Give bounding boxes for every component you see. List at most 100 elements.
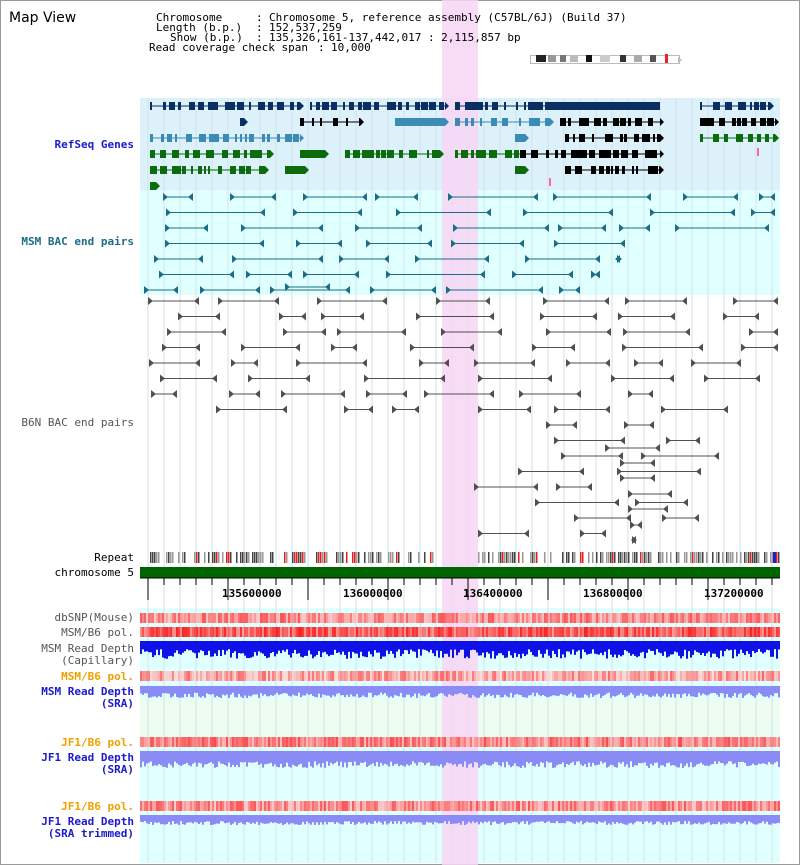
msm-capillary-depth-bar: [522, 641, 524, 654]
jf1-trimmed-depth-bar: [464, 815, 466, 825]
msm-pol-heat-cell: [702, 627, 704, 637]
track-label-msm-depth-capillary[interactable]: MSM Read Depth (Capillary): [41, 642, 134, 667]
msm-bac-pair-end: [198, 255, 203, 263]
msm-capillary-depth-bar: [520, 641, 522, 659]
track-label-refseq[interactable]: RefSeq Genes: [54, 138, 134, 151]
b6n-bac-pair-end: [628, 505, 633, 513]
track-label-jf1-b6-pol[interactable]: JF1/B6 pol.: [61, 736, 134, 749]
msm-sra-depth-bar: [358, 686, 360, 698]
msm-pol-heat-cell: [376, 627, 378, 637]
track-label-msm-b6-pol-2[interactable]: MSM/B6 pol.: [61, 670, 134, 683]
msm-capillary-depth-bar: [222, 641, 224, 650]
msm-sra-depth-bar: [324, 686, 326, 696]
dbsnp-heat-cell: [654, 613, 656, 623]
gene-exon: [175, 134, 177, 142]
msm-pol-heat-cell: [382, 627, 384, 637]
chromosome-ideogram[interactable]: [530, 54, 682, 64]
msm-pol-2-heat-cell: [296, 671, 298, 681]
msm-capillary-depth-bar: [196, 641, 198, 659]
track-label-msm-b6-pol[interactable]: MSM/B6 pol.: [61, 626, 134, 639]
jf1-pol-2-heat-cell: [410, 801, 412, 811]
jf1-pol-2-heat-cell: [392, 801, 394, 811]
msm-sra-depth-bar: [770, 686, 772, 696]
msm-pol-2-heat-cell: [640, 671, 642, 681]
jf1-pol-2-heat-cell: [434, 801, 436, 811]
jf1-pol-heat-cell: [328, 737, 330, 747]
msm-pol-heat-cell: [726, 627, 728, 637]
dbsnp-heat-cell: [184, 613, 186, 623]
msm-pol-2-heat-cell: [434, 671, 436, 681]
msm-capillary-depth-bar: [210, 641, 212, 657]
jf1-trimmed-depth-bar: [670, 815, 672, 825]
dbsnp-heat-cell: [306, 613, 308, 623]
gene-exon: [436, 150, 440, 158]
jf1-pol-2-heat-cell: [176, 801, 178, 811]
track-label-repeat[interactable]: Repeat: [94, 551, 134, 564]
msm-pol-2-heat-cell: [364, 671, 366, 681]
dbsnp-heat-cell: [162, 613, 164, 623]
jf1-sra-depth-bar: [284, 751, 286, 767]
ideogram-position-marker[interactable]: [665, 54, 668, 63]
msm-pol-heat-cell: [680, 627, 682, 637]
jf1-pol-2-heat-cell: [742, 801, 744, 811]
msm-pol-2-heat-cell: [456, 671, 458, 681]
msm-sra-depth-bar: [638, 686, 640, 696]
jf1-sra-depth-bar: [664, 751, 666, 767]
track-label-jf1-b6-pol-2[interactable]: JF1/B6 pol.: [61, 800, 134, 813]
b6n-bac-pair-end: [352, 343, 357, 352]
gene-exon: [771, 118, 774, 126]
msm-pol-2-heat-cell: [548, 671, 550, 681]
jf1-pol-heat-cell: [616, 737, 618, 747]
msm-sra-depth-bar: [430, 686, 432, 698]
jf1-sra-depth-bar: [390, 751, 392, 762]
jf1-pol-heat-cell: [486, 737, 488, 747]
msm-pol-2-heat-cell: [632, 671, 634, 681]
b6n-bac-pair-end: [561, 452, 566, 460]
msm-capillary-depth-bar: [762, 641, 764, 654]
msm-pol-2-heat-cell: [320, 671, 322, 681]
msm-pol-2-heat-cell: [570, 671, 572, 681]
track-label-dbsnp[interactable]: dbSNP(Mouse): [54, 611, 134, 624]
jf1-sra-depth-bar: [558, 751, 560, 765]
jf1-pol-heat-cell: [254, 737, 256, 747]
msm-pol-2-heat-cell: [298, 671, 300, 681]
gene-exon: [359, 118, 360, 126]
msm-capillary-depth-bar: [166, 641, 168, 659]
track-label-jf1-depth-sra[interactable]: JF1 Read Depth (SRA): [41, 751, 134, 776]
msm-pol-heat-cell: [326, 627, 328, 637]
repeat-element: [336, 552, 338, 563]
msm-pol-2-heat-cell: [674, 671, 676, 681]
jf1-pol-2-heat-cell: [322, 801, 324, 811]
msm-capillary-depth-bar: [232, 641, 234, 653]
dbsnp-heat-cell: [610, 613, 612, 623]
gene-exon: [429, 102, 436, 110]
gene-arrow: [300, 134, 304, 142]
msm-pol-heat-cell: [402, 627, 404, 637]
jf1-sra-depth-bar: [768, 751, 770, 762]
track-label-jf1-depth-trimmed[interactable]: JF1 Read Depth (SRA trimmed): [41, 815, 134, 840]
jf1-pol-2-heat-cell: [244, 801, 246, 811]
jf1-trimmed-depth-bar: [608, 815, 610, 824]
track-label-msm-depth-sra[interactable]: MSM Read Depth (SRA): [41, 685, 134, 710]
track-label-msm-bac[interactable]: MSM BAC end pairs: [21, 235, 134, 248]
jf1-pol-heat-cell: [564, 737, 566, 747]
track-label-chromosome[interactable]: chromosome 5: [54, 566, 134, 579]
jf1-pol-2-heat-cell: [430, 801, 432, 811]
msm-pol-heat-cell: [644, 627, 646, 637]
jf1-pol-2-heat-cell: [222, 801, 224, 811]
dbsnp-heat-cell: [746, 613, 748, 623]
msm-capillary-depth-bar: [670, 641, 672, 655]
gene-exon: [489, 150, 495, 158]
msm-pol-2-heat-cell: [252, 671, 254, 681]
b6n-bac-pair-end: [231, 359, 236, 367]
jf1-pol-heat-cell: [294, 737, 296, 747]
b6n-bac-pair-end: [440, 374, 445, 383]
jf1-sra-depth-bar: [658, 751, 660, 768]
b6n-bac-pair-end: [194, 297, 199, 305]
track-label-b6n-bac[interactable]: B6N BAC end pairs: [21, 416, 134, 429]
jf1-sra-depth-bar: [614, 751, 616, 768]
repeat-element: [544, 552, 546, 563]
jf1-pol-2-heat-cell: [688, 801, 690, 811]
msm-capillary-depth-bar: [574, 641, 576, 655]
